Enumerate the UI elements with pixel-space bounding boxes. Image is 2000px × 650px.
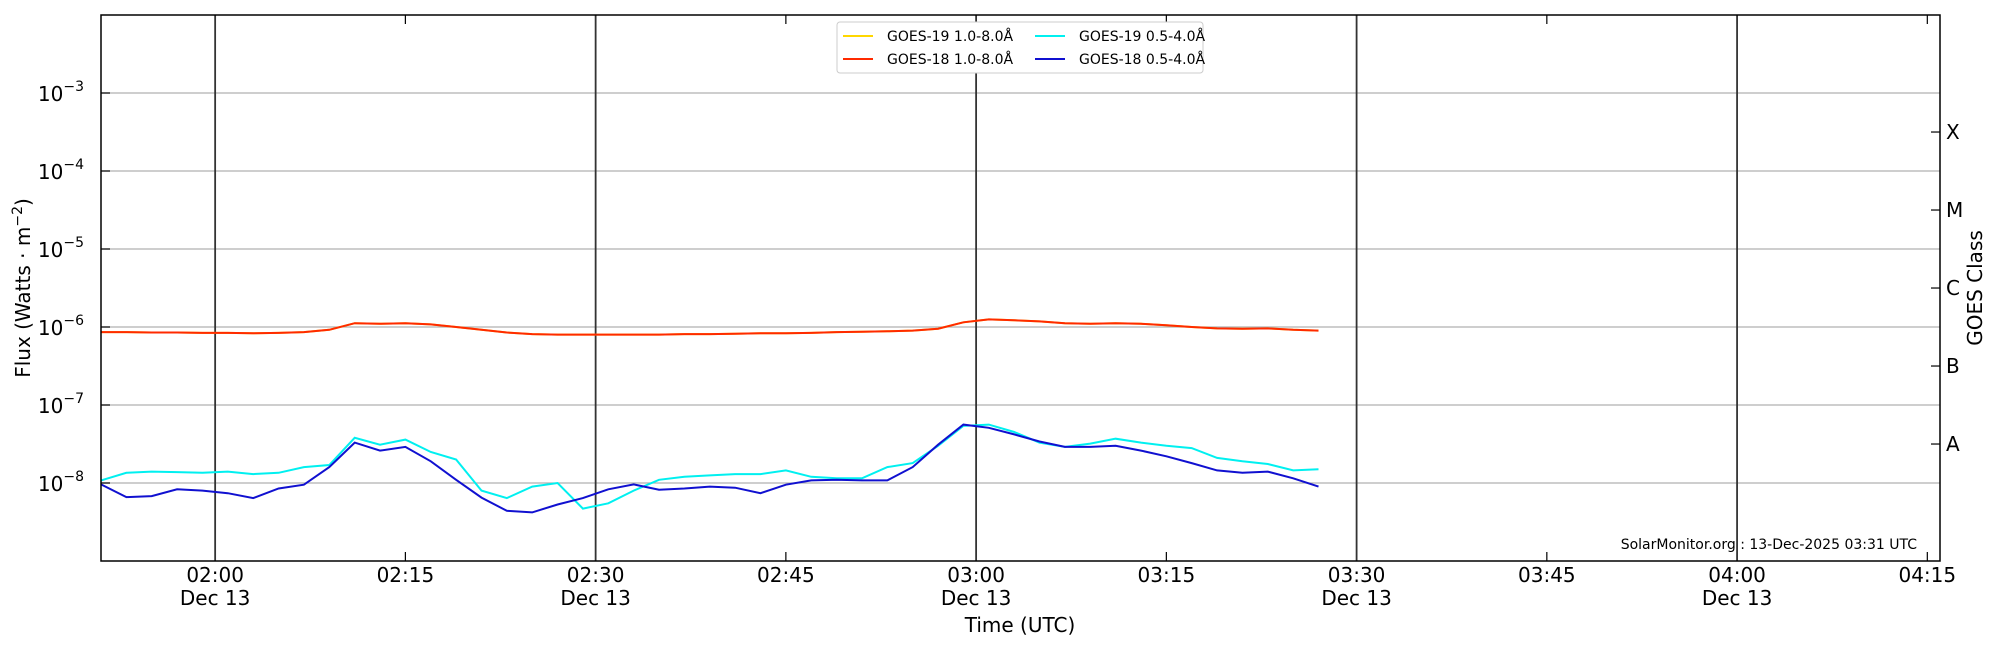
y-tick-exponent: −8	[63, 469, 84, 485]
x-tick-label: 03:30	[1328, 563, 1386, 587]
y-tick-label: 10−4	[38, 157, 84, 184]
y-tick-exponent: −6	[63, 313, 84, 329]
series-line	[100, 423, 1319, 514]
x-tick-label: 04:15	[1898, 563, 1956, 587]
y-axis-label: Flux (Watts · m−2)	[10, 198, 35, 378]
legend-label: GOES-18 0.5-4.0Å	[1079, 51, 1205, 68]
x-tick-label: 03:45	[1518, 563, 1576, 587]
legend-label: GOES-18 1.0-8.0Å	[887, 51, 1013, 68]
y-tick-label: 10−6	[38, 313, 84, 340]
y-tick-base: 10	[38, 316, 63, 340]
y-axis-label-exponent: −2	[10, 206, 26, 227]
y-tick-base: 10	[38, 394, 63, 418]
y2-tick-label: B	[1946, 354, 1960, 378]
y2-tick-label: C	[1946, 276, 1960, 300]
x-tick-label: 02:15	[377, 563, 435, 587]
legend-label: GOES-19 0.5-4.0Å	[1079, 28, 1205, 45]
x-tick-date: Dec 13	[941, 586, 1012, 610]
y-tick-label: 10−7	[38, 391, 84, 418]
series-line	[101, 318, 1319, 336]
legend-label: GOES-19 1.0-8.0Å	[887, 28, 1013, 45]
y-tick-base: 10	[38, 472, 63, 496]
x-axis-label: Time (UTC)	[964, 613, 1076, 637]
x-tick-label: 02:00	[186, 563, 244, 587]
y-tick-base: 10	[38, 82, 63, 106]
y2-axis-label: GOES Class	[1963, 230, 1987, 346]
x-tick-date: Dec 13	[180, 586, 251, 610]
y-tick-exponent: −3	[63, 79, 84, 95]
x-tick-date: Dec 13	[560, 586, 631, 610]
y-tick-label: 10−3	[38, 79, 84, 106]
x-tick-date: Dec 13	[1702, 586, 1773, 610]
y2-tick-label: A	[1946, 432, 1960, 456]
series-line	[100, 423, 1319, 510]
y-axis-label-text: Flux (Watts · m	[11, 227, 35, 378]
x-tick-label: 02:30	[567, 563, 625, 587]
y-tick-exponent: −7	[63, 391, 84, 407]
legend-box	[836, 21, 1204, 74]
y2-tick-label: M	[1946, 198, 1963, 222]
x-tick-label: 04:00	[1708, 563, 1766, 587]
y-tick-base: 10	[38, 160, 63, 184]
x-tick-label: 02:45	[757, 563, 815, 587]
plot-frame	[100, 14, 1941, 562]
annotation: SolarMonitor.org : 13-Dec-2025 03:31 UTC	[1621, 537, 1918, 553]
x-tick-label: 03:00	[947, 563, 1005, 587]
y-axis-label-close: )	[11, 198, 35, 206]
y-tick-exponent: −4	[63, 157, 84, 173]
y-tick-label: 10−5	[38, 235, 84, 262]
y-tick-label: 10−8	[38, 469, 84, 496]
x-tick-date: Dec 13	[1321, 586, 1392, 610]
y-tick-base: 10	[38, 238, 63, 262]
x-tick-label: 03:15	[1138, 563, 1196, 587]
y-tick-exponent: −5	[63, 235, 84, 251]
y2-tick-label: X	[1946, 120, 1960, 144]
